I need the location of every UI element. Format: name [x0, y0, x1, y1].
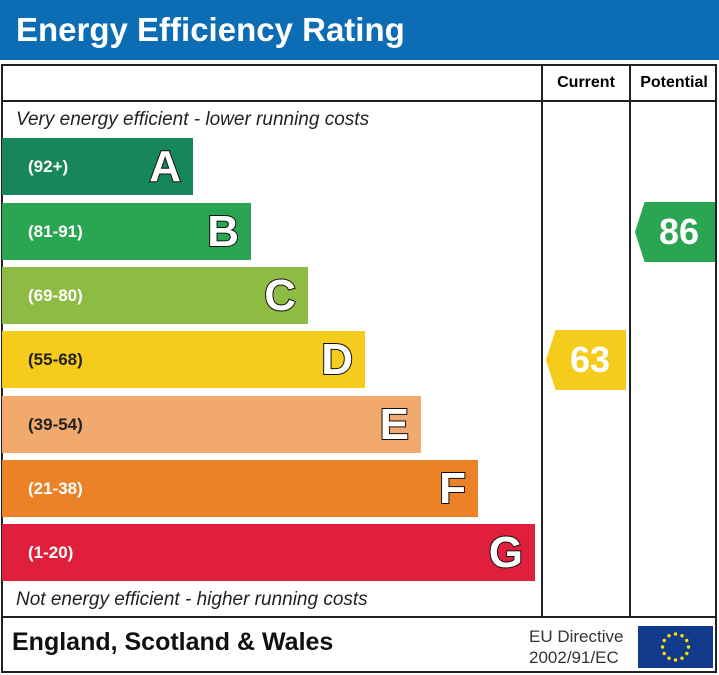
bottom-note: Not energy efficient - higher running co…: [16, 589, 368, 610]
band-bar-d: (55-68) D: [2, 331, 365, 388]
current-rating-arrow: 63: [546, 330, 626, 390]
column-header-potential: Potential: [640, 74, 708, 91]
band-range: (39-54): [28, 415, 83, 434]
column-header-current: Current: [557, 74, 615, 91]
star-icon: [680, 656, 684, 660]
top-note: Very energy efficient - lower running co…: [16, 109, 370, 130]
directive-line1: EU Directive: [529, 627, 624, 646]
band-bar-b: (81-91) B: [2, 203, 251, 260]
region-label: England, Scotland & Wales: [12, 628, 334, 656]
divider: [1, 100, 717, 102]
star-icon: [660, 645, 665, 649]
directive-line2: 2002/91/EC: [529, 648, 619, 667]
potential-rating-arrow: 86: [635, 202, 715, 262]
band-letter: A: [148, 141, 182, 192]
eu-flag-icon: [638, 626, 713, 668]
band-range: (69-80): [28, 286, 83, 305]
band-range: (55-68): [28, 350, 83, 369]
band-bar-a: (92+) A: [2, 138, 193, 195]
band-letter: F: [438, 463, 467, 514]
band-range: (1-20): [28, 543, 74, 562]
star-icon: [686, 645, 691, 649]
star-icon: [662, 638, 666, 643]
star-icon: [680, 634, 684, 638]
band-letter: C: [263, 270, 297, 321]
band-letter: D: [320, 334, 354, 385]
divider: [541, 64, 543, 618]
band-bar-e: (39-54) E: [2, 396, 421, 453]
divider: [1, 616, 717, 618]
star-icon: [662, 651, 666, 656]
band-letter: E: [379, 399, 410, 450]
band-bar-f: (21-38) F: [2, 460, 478, 517]
band-bar-c: (69-80) C: [2, 267, 308, 324]
band-letter: B: [206, 206, 240, 257]
band-letter: G: [488, 527, 524, 578]
star-icon: [667, 656, 671, 660]
band-range: (21-38): [28, 479, 83, 498]
star-icon: [685, 651, 689, 656]
band-bar-g: (1-20) G: [2, 524, 535, 581]
divider: [629, 64, 631, 618]
star-icon: [667, 634, 671, 638]
page-title: Energy Efficiency Rating: [0, 0, 719, 60]
star-icon: [673, 658, 678, 662]
band-range: (92+): [28, 157, 69, 176]
band-range: (81-91): [28, 222, 83, 241]
star-icon: [673, 632, 678, 636]
star-icon: [685, 638, 689, 643]
